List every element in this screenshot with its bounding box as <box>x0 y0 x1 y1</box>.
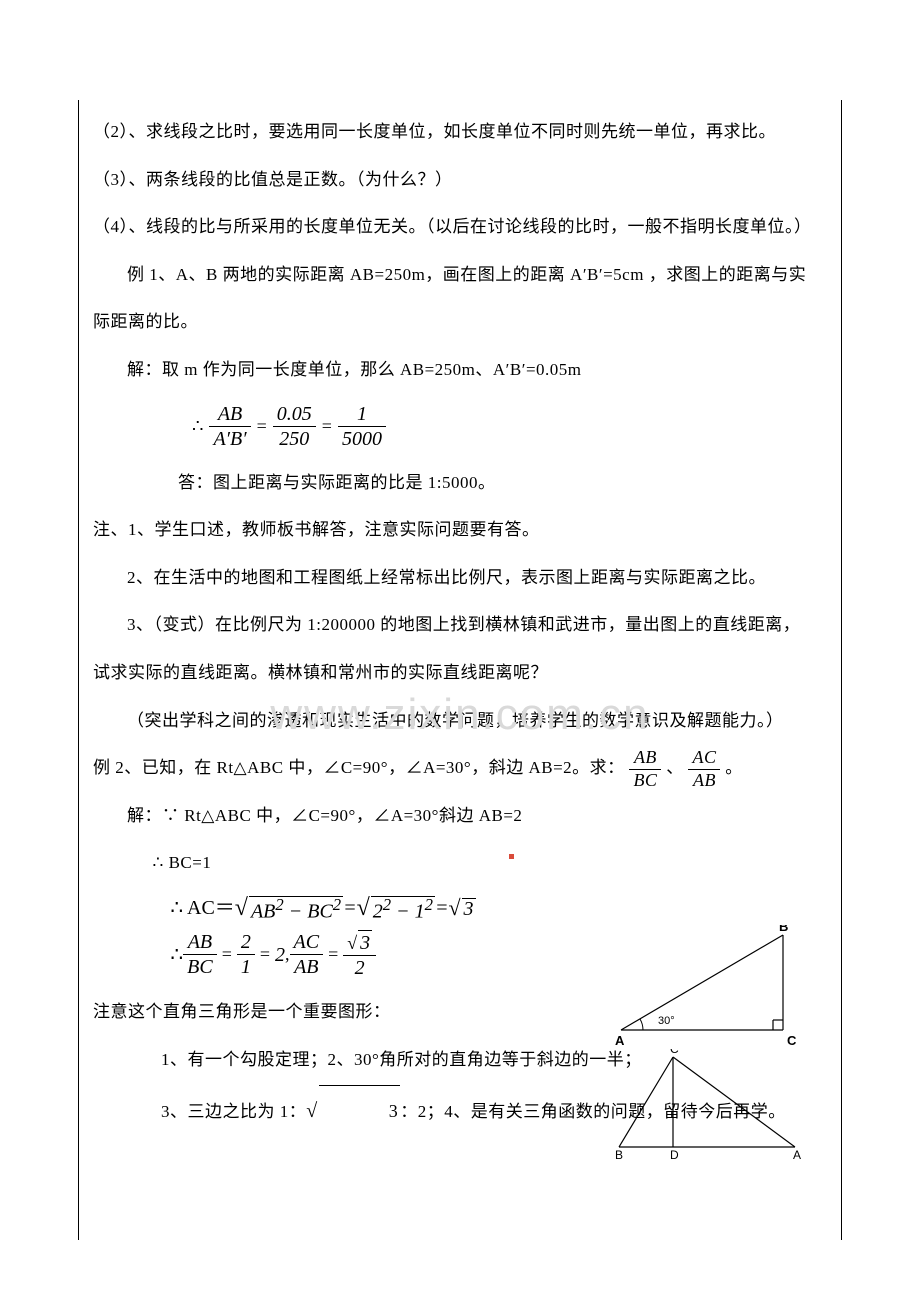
ac-r1ea: 2 <box>275 895 283 914</box>
ac-lead: ∴ AC＝ <box>170 897 234 919</box>
example-2-pre: 例 2、已知，在 Rt△ABC 中，∠C=90°，∠A=30°，斜边 AB=2。… <box>93 758 625 777</box>
ac-r3: 3 <box>462 898 476 919</box>
note-1: 注、1、学生口述，教师板书解答，注意实际问题要有答。 <box>93 506 827 554</box>
diagram-area: 30° A B C A B C D <box>613 925 813 1159</box>
ex2-f2-den: AB <box>688 770 720 792</box>
para-4: （4）、线段的比与所采用的长度单位无关。（以后在讨论线段的比时，一般不指明长度单… <box>93 203 827 251</box>
ac-r2b: 1 <box>415 900 425 922</box>
ratio-mid-num: 0.05 <box>273 402 316 427</box>
abbc-f1res: 2 <box>275 945 285 965</box>
ac-r2eb: 2 <box>425 895 433 914</box>
note-2: 2、在生活中的地图和工程图纸上经常标出比例尺，表示图上距离与实际距离之比。 <box>93 554 827 602</box>
ac-r2a: 2 <box>373 900 383 922</box>
example-2-post: 。 <box>725 758 743 777</box>
abbc-f1d: BC <box>183 955 217 979</box>
note-4: （突出学科之间的渗透和现实生活中的数学问题，培养学生的数学意识及解题能力。） <box>93 697 827 745</box>
abbc-f1n: AB <box>183 930 217 955</box>
note-7-root: 3 <box>319 1085 401 1136</box>
ac-r2op: − <box>391 900 415 922</box>
note-7-pre: 3、三边之比为 1： <box>161 1102 306 1121</box>
note-3a: 3、（变式）在比例尺为 1:200000 的地图上找到横林镇和武进市，量出图上的… <box>93 601 827 649</box>
ac-r1b: BC <box>307 900 333 922</box>
svg-text:B: B <box>779 925 788 934</box>
abbc-f1vd: 1 <box>237 955 255 979</box>
svg-text:B: B <box>615 1148 623 1159</box>
ac-r1a: AB <box>251 900 275 922</box>
example-2: 例 2、已知，在 Rt△ABC 中，∠C=90°，∠A=30°，斜边 AB=2。… <box>93 744 827 792</box>
solution-2b: ∴ BC=1 <box>93 839 827 887</box>
ac-r1op: − <box>284 900 308 922</box>
ex2-f2-num: AC <box>688 747 720 770</box>
ac-r2ea: 2 <box>383 895 391 914</box>
solution-1: 解：取 m 作为同一长度单位，那么 AB=250m、A′B′=0.05m <box>93 346 827 394</box>
ex2-f1-den: BC <box>629 770 661 792</box>
note-3b: 试求实际的直线距离。横林镇和常州市的实际直线距离呢？ <box>93 649 827 697</box>
ac-eq2: = <box>435 898 449 918</box>
svg-text:C: C <box>787 1033 797 1045</box>
abbc-lead: ∴ <box>170 945 183 965</box>
example-1-a: 例 1、A、B 两地的实际距离 AB=250m，画在图上的距离 A′B′=5cm… <box>93 251 827 299</box>
svg-text:30°: 30° <box>658 1015 675 1027</box>
abbc-f2vd: 2 <box>343 956 376 980</box>
abbc-f2n: AC <box>290 930 324 955</box>
diagram-altitude-triangle: A B C D <box>613 1049 803 1159</box>
solution-2a: 解：∵ Rt△ABC 中，∠C=90°，∠A=30°斜边 AB=2 <box>93 792 827 840</box>
answer-1: 答：图上距离与实际距离的比是 1:5000。 <box>93 459 827 507</box>
ratio-lhs-den: A′B′ <box>209 427 250 451</box>
ac-r1eb: 2 <box>333 895 341 914</box>
abbc-f2d: AB <box>290 955 324 979</box>
para-3: （3）、两条线段的比值总是正数。（为什么？） <box>93 156 827 204</box>
abbc-f1vn: 2 <box>237 930 255 955</box>
svg-text:C: C <box>670 1049 679 1056</box>
formula-ratio: ∴ AB A′B′ = 0.05 250 = 1 5000 <box>192 402 827 451</box>
formula-ac: ∴ AC＝ √ AB2 − BC2 = √ 22 − 12 = √ 3 <box>170 895 827 922</box>
para-2: （2）、求线段之比时，要选用同一长度单位，如长度单位不同时则先统一单位，再求比。 <box>93 108 827 156</box>
svg-text:D: D <box>670 1148 679 1159</box>
abbc-f2vn: √3 <box>343 930 376 956</box>
page: www.zixin.com.cn （2）、求线段之比时，要选用同一长度单位，如长… <box>0 0 920 1300</box>
ex2-f1-num: AB <box>629 747 661 770</box>
ac-eq1: = <box>343 898 357 918</box>
ratio-rhs-den: 5000 <box>338 427 386 451</box>
abbc-f2vn-root: 3 <box>358 930 372 955</box>
ratio-rhs-num: 1 <box>338 402 386 427</box>
svg-text:A: A <box>793 1148 801 1159</box>
svg-text:A: A <box>615 1033 625 1045</box>
ratio-lhs-num: AB <box>209 402 250 427</box>
ratio-mid-den: 250 <box>273 427 316 451</box>
diagram-right-triangle: 30° A B C <box>613 925 803 1045</box>
content-box: www.zixin.com.cn （2）、求线段之比时，要选用同一长度单位，如长… <box>78 100 842 1240</box>
example-1-b: 际距离的比。 <box>93 298 827 346</box>
ex2-sep: 、 <box>666 758 684 777</box>
